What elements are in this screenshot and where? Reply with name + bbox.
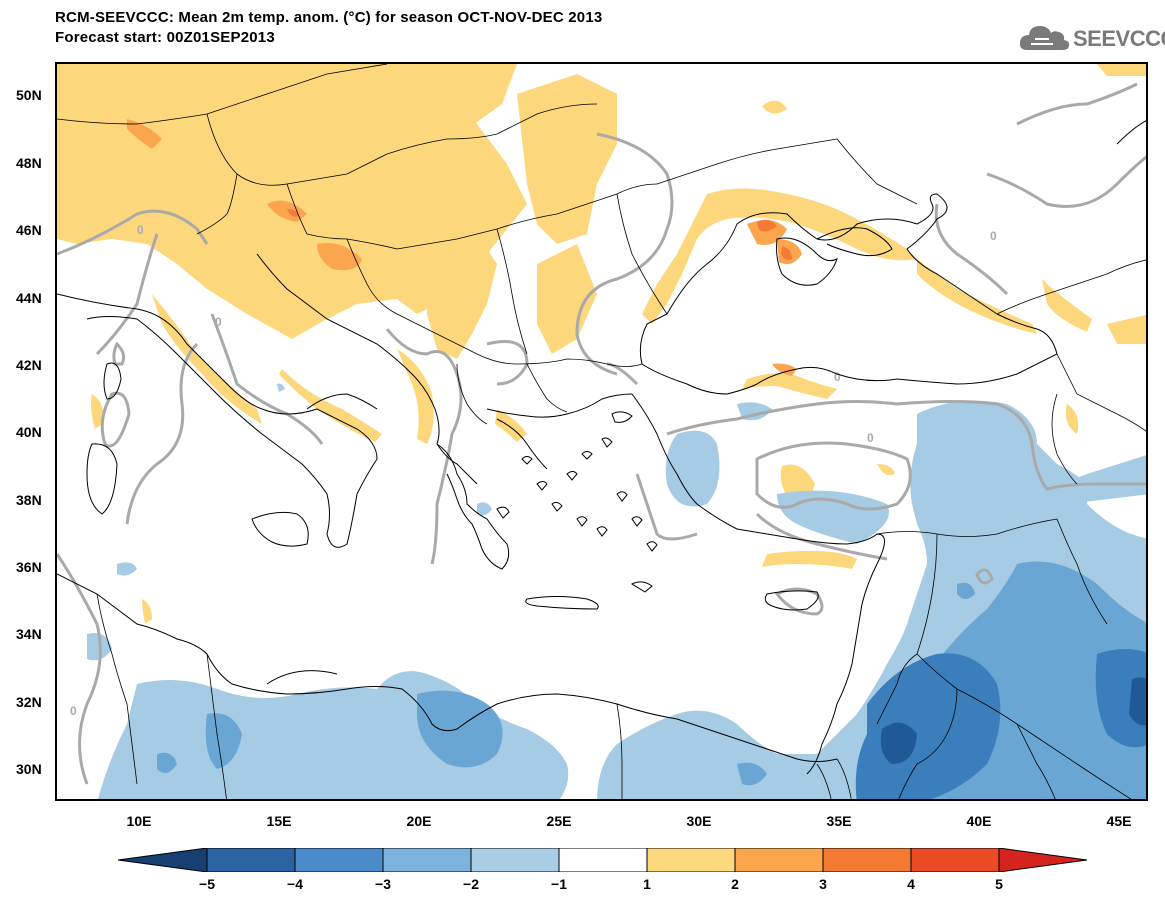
lat-label-34n: 34N — [16, 626, 42, 642]
cold-anomaly-core — [880, 677, 1146, 764]
warm-anomaly-core — [287, 209, 792, 260]
logo-text: SEEVCCC — [1073, 26, 1165, 51]
zero-contours — [57, 82, 1146, 785]
lat-label-40n: 40N — [16, 424, 42, 440]
colorbar-segment — [998, 847, 1088, 873]
colorbar-segment — [558, 847, 648, 873]
colorbar-segment — [206, 847, 296, 873]
colorbar-label: 4 — [907, 876, 915, 892]
lat-label-46n: 46N — [16, 222, 42, 238]
colorbar-graphic — [117, 847, 1088, 873]
country-borders — [57, 64, 1146, 799]
lon-label-40e: 40E — [966, 813, 992, 829]
lon-label-20e: 20E — [406, 813, 432, 829]
contour-labels: 0 0 0 0 0 0 — [70, 223, 997, 718]
colorbar — [117, 847, 1088, 873]
contour-label: 0 — [867, 431, 874, 445]
lat-label-48n: 48N — [16, 155, 42, 171]
colorbar-segment — [646, 847, 736, 873]
colorbar-label: 3 — [819, 876, 827, 892]
contour-label: 0 — [990, 229, 997, 243]
colorbar-label: −4 — [287, 876, 303, 892]
lat-label-44n: 44N — [16, 290, 42, 306]
colorbar-label: −5 — [199, 876, 215, 892]
colorbar-segment — [470, 847, 560, 873]
colorbar-segment — [822, 847, 912, 873]
colorbar-label: −3 — [375, 876, 391, 892]
lat-label-32n: 32N — [16, 694, 42, 710]
map-canvas: 0 0 0 0 0 0 — [57, 64, 1146, 799]
contour-label: 0 — [137, 223, 144, 237]
colorbar-segment — [382, 847, 472, 873]
coastlines — [57, 120, 1146, 775]
lon-label-35e: 35E — [826, 813, 852, 829]
lon-label-25e: 25E — [546, 813, 572, 829]
lat-label-36n: 36N — [16, 559, 42, 575]
lon-label-30e: 30E — [686, 813, 712, 829]
lat-label-50n: 50N — [16, 87, 42, 103]
seevccc-logo: SEEVCCC — [1017, 20, 1165, 56]
colorbar-label: −1 — [551, 876, 567, 892]
colorbar-segment — [294, 847, 384, 873]
contour-label: 0 — [70, 704, 77, 718]
colorbar-segment — [117, 847, 208, 873]
lat-label-30n: 30N — [16, 761, 42, 777]
lon-label-45e: 45E — [1106, 813, 1132, 829]
lon-label-15e: 15E — [266, 813, 292, 829]
lon-label-10e: 10E — [126, 813, 152, 829]
colorbar-segment — [734, 847, 824, 873]
colorbar-label: 5 — [995, 876, 1003, 892]
contour-label: 0 — [215, 315, 222, 329]
cloud-logo-icon — [1019, 26, 1070, 50]
contour-label: 0 — [834, 370, 841, 384]
colorbar-segment — [910, 847, 1000, 873]
page-title: RCM-SEEVCCC: Mean 2m temp. anom. (°C) fo… — [55, 9, 603, 26]
lat-label-38n: 38N — [16, 492, 42, 508]
warm-anomaly-zones-strong — [127, 119, 802, 376]
colorbar-label: 1 — [643, 876, 651, 892]
temperature-anomaly-map: 0 0 0 0 0 0 — [55, 62, 1148, 801]
forecast-start-subtitle: Forecast start: 00Z01SEP2013 — [55, 29, 275, 46]
colorbar-label: 2 — [731, 876, 739, 892]
lat-label-42n: 42N — [16, 357, 42, 373]
colorbar-label: −2 — [463, 876, 479, 892]
